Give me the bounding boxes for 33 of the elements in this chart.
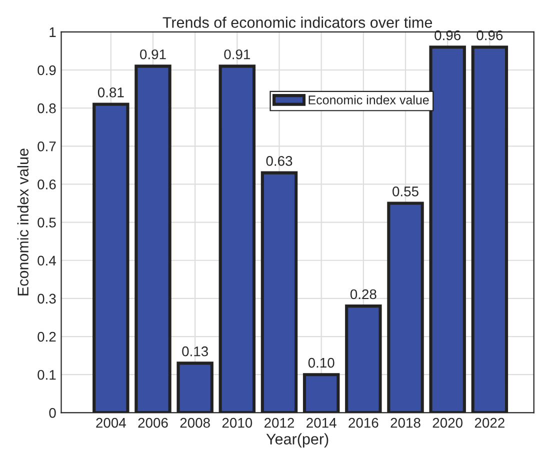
x-tick-label: 2004 bbox=[96, 418, 126, 428]
x-tick-label: 2022 bbox=[474, 418, 504, 428]
y-tick-label: 0.7 bbox=[38, 141, 56, 152]
x-tick-label: 2012 bbox=[264, 418, 294, 428]
y-tick-label: 0.1 bbox=[38, 370, 56, 380]
x-tick-label: 2018 bbox=[390, 418, 420, 428]
text: 0.13 bbox=[182, 346, 208, 356]
text: 0.91 bbox=[140, 49, 166, 60]
text: 0.28 bbox=[350, 289, 376, 300]
legend-label: Economic index value bbox=[308, 95, 429, 104]
y-tick-label: 0.2 bbox=[38, 332, 56, 342]
x-tick-label: 2020 bbox=[432, 418, 462, 428]
x-axis-title: Year(per) bbox=[266, 433, 328, 448]
y-tick-label: 0.5 bbox=[38, 218, 56, 228]
text: 0.10 bbox=[308, 358, 334, 368]
y-tick-label: 0.9 bbox=[38, 65, 56, 76]
x-tick-label: 2010 bbox=[222, 418, 252, 428]
y-tick-label: 1 bbox=[50, 27, 56, 37]
y-tick-label: 0.8 bbox=[38, 103, 56, 114]
x-tick-label: 2008 bbox=[180, 418, 210, 428]
y-tick-label: 0.3 bbox=[38, 294, 56, 304]
text: 0.81 bbox=[98, 88, 124, 98]
x-tick-label: 2014 bbox=[306, 418, 336, 428]
y-axis-title: Economic index value bbox=[17, 148, 29, 296]
text: 0.55 bbox=[392, 186, 418, 196]
text: 0.63 bbox=[266, 156, 292, 166]
y-tick-label: 0 bbox=[49, 408, 56, 418]
chart-title: Trends of economic indicators over time bbox=[162, 16, 432, 28]
y-tick-label: 0.6 bbox=[38, 180, 56, 190]
x-tick-label: 2016 bbox=[348, 418, 378, 428]
y-tick-label: 0.4 bbox=[38, 256, 56, 266]
text: 0.91 bbox=[224, 49, 250, 60]
x-tick-label: 2006 bbox=[138, 418, 168, 428]
